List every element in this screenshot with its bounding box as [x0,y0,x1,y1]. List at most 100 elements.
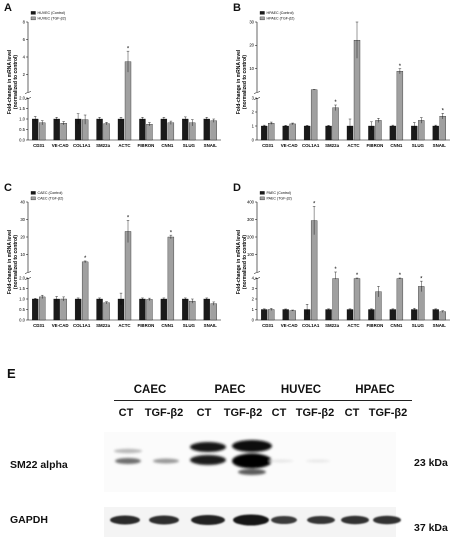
legend-swatch [259,196,265,201]
gapdh-band [233,514,269,526]
panel-label-b: B [233,2,241,14]
lane-label: CT [344,407,360,419]
significance-marker: * [399,64,402,70]
bar [332,107,339,141]
y-tick-label: 3 [252,286,255,291]
y-tick-label: 20 [20,234,25,239]
group-underline-huvec [268,400,340,401]
y-tick-label: 2 [23,72,26,77]
bar [389,125,397,141]
bar [182,298,189,321]
bar [439,311,446,321]
bar [96,118,103,141]
x-category-label: FIBRON [138,143,155,148]
y-tick-label: 10 [249,66,254,71]
y-tick-label: 400 [247,199,255,204]
x-category-label: COL1A1 [73,143,91,148]
sm22-band [232,440,272,452]
axis-break-mark [253,91,261,94]
sm22-bands [114,440,330,475]
sm22-band [153,458,179,464]
bar [261,309,268,321]
bar [368,309,375,321]
legend-label: HPAEC (Control) [267,11,294,15]
bar [289,310,296,321]
bar [261,125,268,141]
x-category-label: SNAIL [433,323,446,328]
y-tick-label: 1 [252,307,255,312]
y-axis-label-line: (normalized to control) [242,55,248,110]
x-category-label: ACTC [347,143,360,148]
bar [353,278,361,321]
y-axis-label-line: Fold-change in mRNA level [236,229,242,294]
significance-marker: * [127,216,130,222]
x-category-label: VE-CAD [281,143,298,148]
bar [439,116,446,141]
bar [203,298,210,321]
bar [167,122,175,141]
panel-label-c: C [4,182,12,194]
legend-swatch [30,191,36,195]
bar [124,231,132,321]
x-category-label: COL1A1 [302,143,320,148]
y-tick-label: 0.5 [19,307,25,312]
group-label-paec: PAEC [214,384,246,396]
chart-d-svg: 0 1 2 3 4 100 200 300 400 Fold-change in mRNA lev… [236,191,450,328]
gapdh-band [341,515,369,525]
y-axis-label-line: (normalized to control) [13,235,19,290]
legend-label: CAEC (TGF-β2) [38,197,64,201]
chart-b-svg: 0 1 2 3 10 20 30 Fold-change in mRNA level(norm… [236,11,450,148]
y-tick-label: 1 [252,123,255,128]
bar [32,298,39,321]
chart-panel-b: B 0 1 2 3 10 20 30 Fold-change in mRNA level(no… [229,0,458,180]
bar [396,71,404,141]
y-tick-label: 0 [252,317,255,322]
row-label-gapdh: GAPDH [10,514,48,526]
gapdh-bands [110,514,401,526]
significance-marker: * [170,230,173,236]
x-category-label: SM22a [96,143,110,148]
panel-label-e: E [7,366,16,381]
axis-break-mark [24,97,32,100]
bar [310,220,318,321]
x-category-label: CD31 [33,323,45,328]
y-tick-label: 40 [20,199,25,204]
x-category-label: CD31 [262,143,274,148]
lane-label: TGF-β2 [295,407,335,419]
bar [139,118,146,141]
x-category-label: SLUG [183,143,196,148]
bar [203,118,210,141]
x-category-label: VE-CAD [52,143,69,148]
x-category-label: VE-CAD [281,323,298,328]
group-underline-paec [188,400,268,401]
gapdh-band [307,516,335,524]
western-blot-image [104,432,401,537]
x-category-label: CD31 [33,143,45,148]
sm22-band [114,448,142,454]
axis-break-mark [24,277,32,280]
y-tick-label: 4 [23,54,26,59]
x-category-label: SNAIL [204,143,217,148]
y-tick-label: 0.0 [19,317,25,322]
y-axis-label: Fold-change in mRNA level(normalized to … [236,49,248,114]
significance-marker: * [313,202,316,208]
bar [160,298,168,321]
bar [310,89,318,141]
row-label-sm22: SM22 alpha [10,459,68,471]
bar [160,118,168,141]
y-axis-label: Fold-change in mRNA level(normalized to … [7,49,19,114]
y-tick-label: 3 [252,95,255,100]
y-tick-label: 2.0 [19,95,25,100]
bar [282,125,289,141]
y-tick-label: 6 [23,37,26,42]
y-tick-label: 4 [252,275,255,280]
axis-break-mark [253,97,261,100]
lane-label: CT [196,407,212,419]
bar [432,125,439,141]
bar [96,298,103,321]
y-tick-label: 1.0 [19,116,25,121]
x-category-label: SLUG [412,323,425,328]
x-category-label: FIBRON [367,143,384,148]
gapdh-band [191,515,225,525]
y-tick-label: 1.0 [19,296,25,301]
